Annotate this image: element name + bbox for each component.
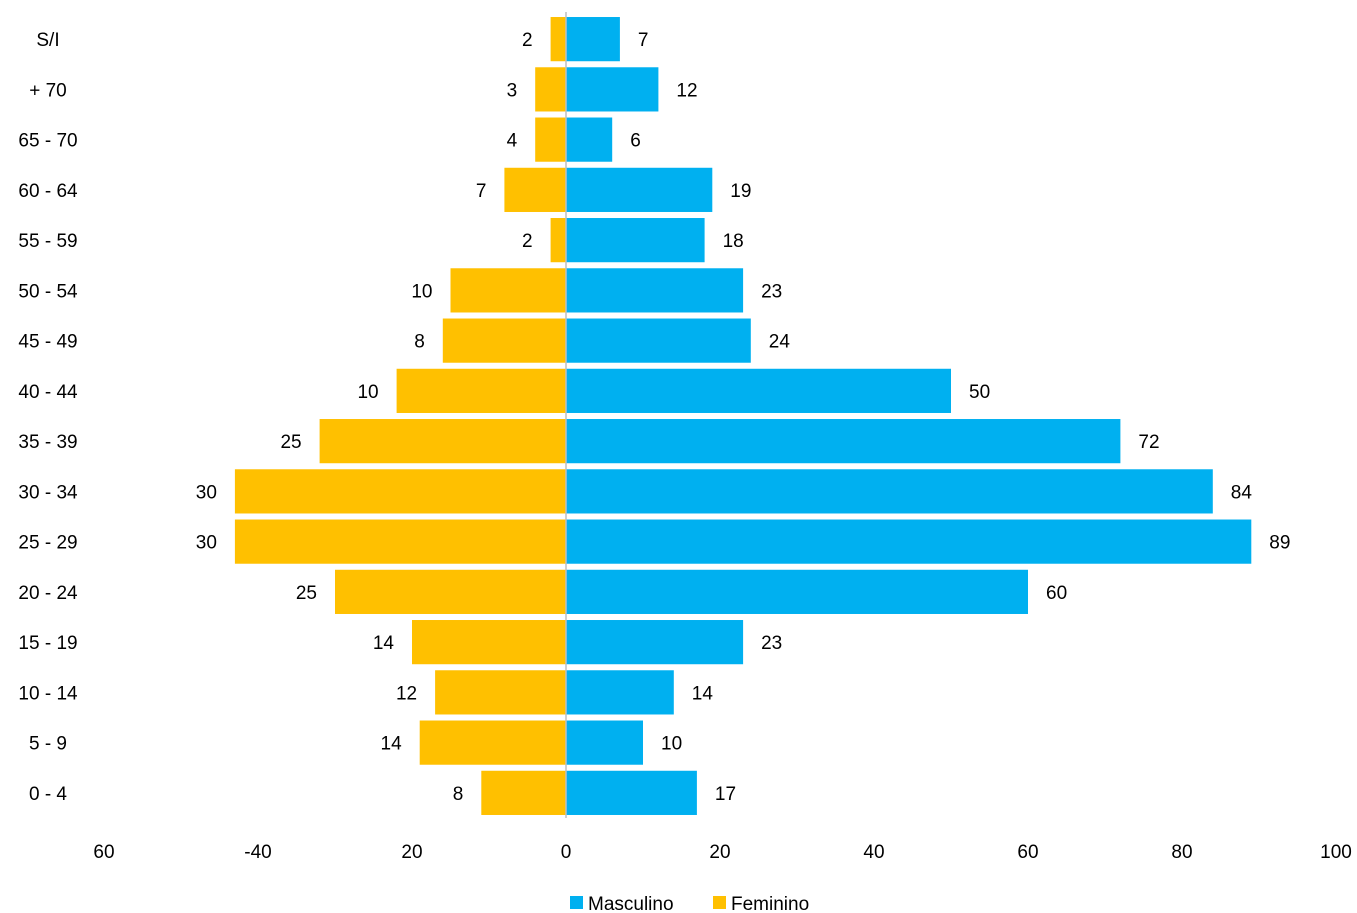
data-label-feminino-45-49: 8 xyxy=(414,332,425,353)
legend-label-feminino: Feminino xyxy=(731,894,809,913)
category-label-65-70: 65 - 70 xyxy=(18,131,77,152)
category-label-0-4: 0 - 4 xyxy=(29,784,67,805)
data-label-feminino-5-9: 14 xyxy=(381,734,403,755)
data-label-feminino-20-24: 25 xyxy=(296,583,317,604)
data-label-feminino-70: 3 xyxy=(507,80,518,101)
x-tick-label: 100 xyxy=(1320,842,1352,863)
data-label-feminino-55-59: 2 xyxy=(522,231,533,252)
bar-feminino-70 xyxy=(535,67,566,112)
data-labels-group: 1781014141223146025893084307225501024823… xyxy=(196,30,1291,805)
category-label-10-14: 10 - 14 xyxy=(18,683,78,704)
bar-masculino-0-4 xyxy=(566,770,697,815)
bar-masculino-55-59 xyxy=(566,218,705,263)
data-label-masculino-5-9: 10 xyxy=(661,734,682,755)
data-label-masculino-0-4: 17 xyxy=(715,784,736,805)
bar-masculino-40-44 xyxy=(566,368,951,413)
legend: Masculino Feminino xyxy=(570,894,809,913)
data-label-feminino-0-4: 8 xyxy=(453,784,464,805)
bar-masculino-50-54 xyxy=(566,268,744,313)
bar-feminino-50-54 xyxy=(450,268,566,313)
category-label-45-49: 45 - 49 xyxy=(18,332,77,353)
category-label-50-54: 50 - 54 xyxy=(18,281,78,302)
bar-masculino-10-14 xyxy=(566,670,674,715)
category-label-60-64: 60 - 64 xyxy=(18,181,78,202)
category-label-25-29: 25 - 29 xyxy=(18,533,77,554)
legend-swatch-masculino xyxy=(570,896,583,909)
x-tick-labels-group: 60 -40 20 0 20 40 60 80 100 xyxy=(93,842,1351,863)
x-tick-label: -40 xyxy=(244,842,271,863)
data-label-feminino-25-29: 30 xyxy=(196,533,217,554)
legend-label-masculino: Masculino xyxy=(588,894,674,913)
bar-masculino-s-i xyxy=(566,17,620,62)
bar-feminino-60-64 xyxy=(504,167,566,212)
data-label-feminino-10-14: 12 xyxy=(396,683,417,704)
bar-feminino-0-4 xyxy=(481,770,566,815)
x-tick-label: 40 xyxy=(863,842,884,863)
bar-feminino-10-14 xyxy=(435,670,566,715)
category-label-5-9: 5 - 9 xyxy=(29,734,67,755)
data-label-masculino-45-49: 24 xyxy=(769,332,791,353)
data-label-feminino-65-70: 4 xyxy=(507,131,518,152)
legend-swatch-feminino xyxy=(713,896,726,909)
data-label-masculino-35-39: 72 xyxy=(1138,432,1159,453)
data-label-masculino-20-24: 60 xyxy=(1046,583,1067,604)
category-label-70: + 70 xyxy=(29,80,67,101)
data-label-feminino-s-i: 2 xyxy=(522,30,533,51)
bar-feminino-25-29 xyxy=(234,519,566,564)
data-label-masculino-50-54: 23 xyxy=(761,281,782,302)
bar-masculino-15-19 xyxy=(566,620,744,665)
bar-feminino-45-49 xyxy=(442,318,566,363)
bar-masculino-25-29 xyxy=(566,519,1252,564)
category-label-30-34: 30 - 34 xyxy=(18,482,78,503)
bar-masculino-65-70 xyxy=(566,117,613,162)
category-label-40-44: 40 - 44 xyxy=(18,382,78,403)
bar-feminino-40-44 xyxy=(396,368,566,413)
bar-masculino-60-64 xyxy=(566,167,713,212)
bar-feminino-s-i xyxy=(550,17,566,62)
x-tick-label: 60 xyxy=(93,842,114,863)
bar-feminino-5-9 xyxy=(419,720,566,765)
category-labels-group: 0 - 4 5 - 9 10 - 14 15 - 19 20 - 24 25 - 29 30… xyxy=(18,30,78,805)
data-label-masculino-30-34: 84 xyxy=(1231,482,1253,503)
data-label-feminino-50-54: 10 xyxy=(411,281,432,302)
category-label-55-59: 55 - 59 xyxy=(18,231,77,252)
data-label-masculino-70: 12 xyxy=(676,80,697,101)
category-label-s-i: S/I xyxy=(36,30,59,51)
data-label-feminino-40-44: 10 xyxy=(357,382,378,403)
bar-feminino-55-59 xyxy=(550,218,566,263)
bar-masculino-70 xyxy=(566,67,659,112)
x-tick-label: 80 xyxy=(1171,842,1192,863)
x-tick-label: 0 xyxy=(561,842,572,863)
data-label-masculino-s-i: 7 xyxy=(638,30,649,51)
bar-masculino-45-49 xyxy=(566,318,751,363)
data-label-masculino-60-64: 19 xyxy=(730,181,751,202)
bar-feminino-35-39 xyxy=(319,419,566,464)
bar-masculino-20-24 xyxy=(566,569,1028,614)
bar-feminino-30-34 xyxy=(234,469,566,514)
data-label-feminino-15-19: 14 xyxy=(373,633,395,654)
data-label-masculino-65-70: 6 xyxy=(630,131,641,152)
data-label-masculino-10-14: 14 xyxy=(692,683,714,704)
bar-feminino-15-19 xyxy=(412,620,566,665)
category-label-20-24: 20 - 24 xyxy=(18,583,78,604)
data-label-feminino-30-34: 30 xyxy=(196,482,217,503)
x-tick-label: 20 xyxy=(401,842,422,863)
category-label-35-39: 35 - 39 xyxy=(18,432,77,453)
data-label-masculino-25-29: 89 xyxy=(1269,533,1290,554)
bar-masculino-30-34 xyxy=(566,469,1213,514)
data-label-feminino-35-39: 25 xyxy=(280,432,301,453)
data-label-masculino-40-44: 50 xyxy=(969,382,990,403)
bar-masculino-5-9 xyxy=(566,720,643,765)
x-tick-label: 20 xyxy=(709,842,730,863)
bar-feminino-65-70 xyxy=(535,117,566,162)
bar-masculino-35-39 xyxy=(566,419,1121,464)
bars-group xyxy=(234,17,1252,815)
data-label-feminino-60-64: 7 xyxy=(476,181,487,202)
data-label-masculino-15-19: 23 xyxy=(761,633,782,654)
data-label-masculino-55-59: 18 xyxy=(723,231,744,252)
category-label-15-19: 15 - 19 xyxy=(18,633,77,654)
x-tick-label: 60 xyxy=(1017,842,1038,863)
bar-feminino-20-24 xyxy=(335,569,566,614)
